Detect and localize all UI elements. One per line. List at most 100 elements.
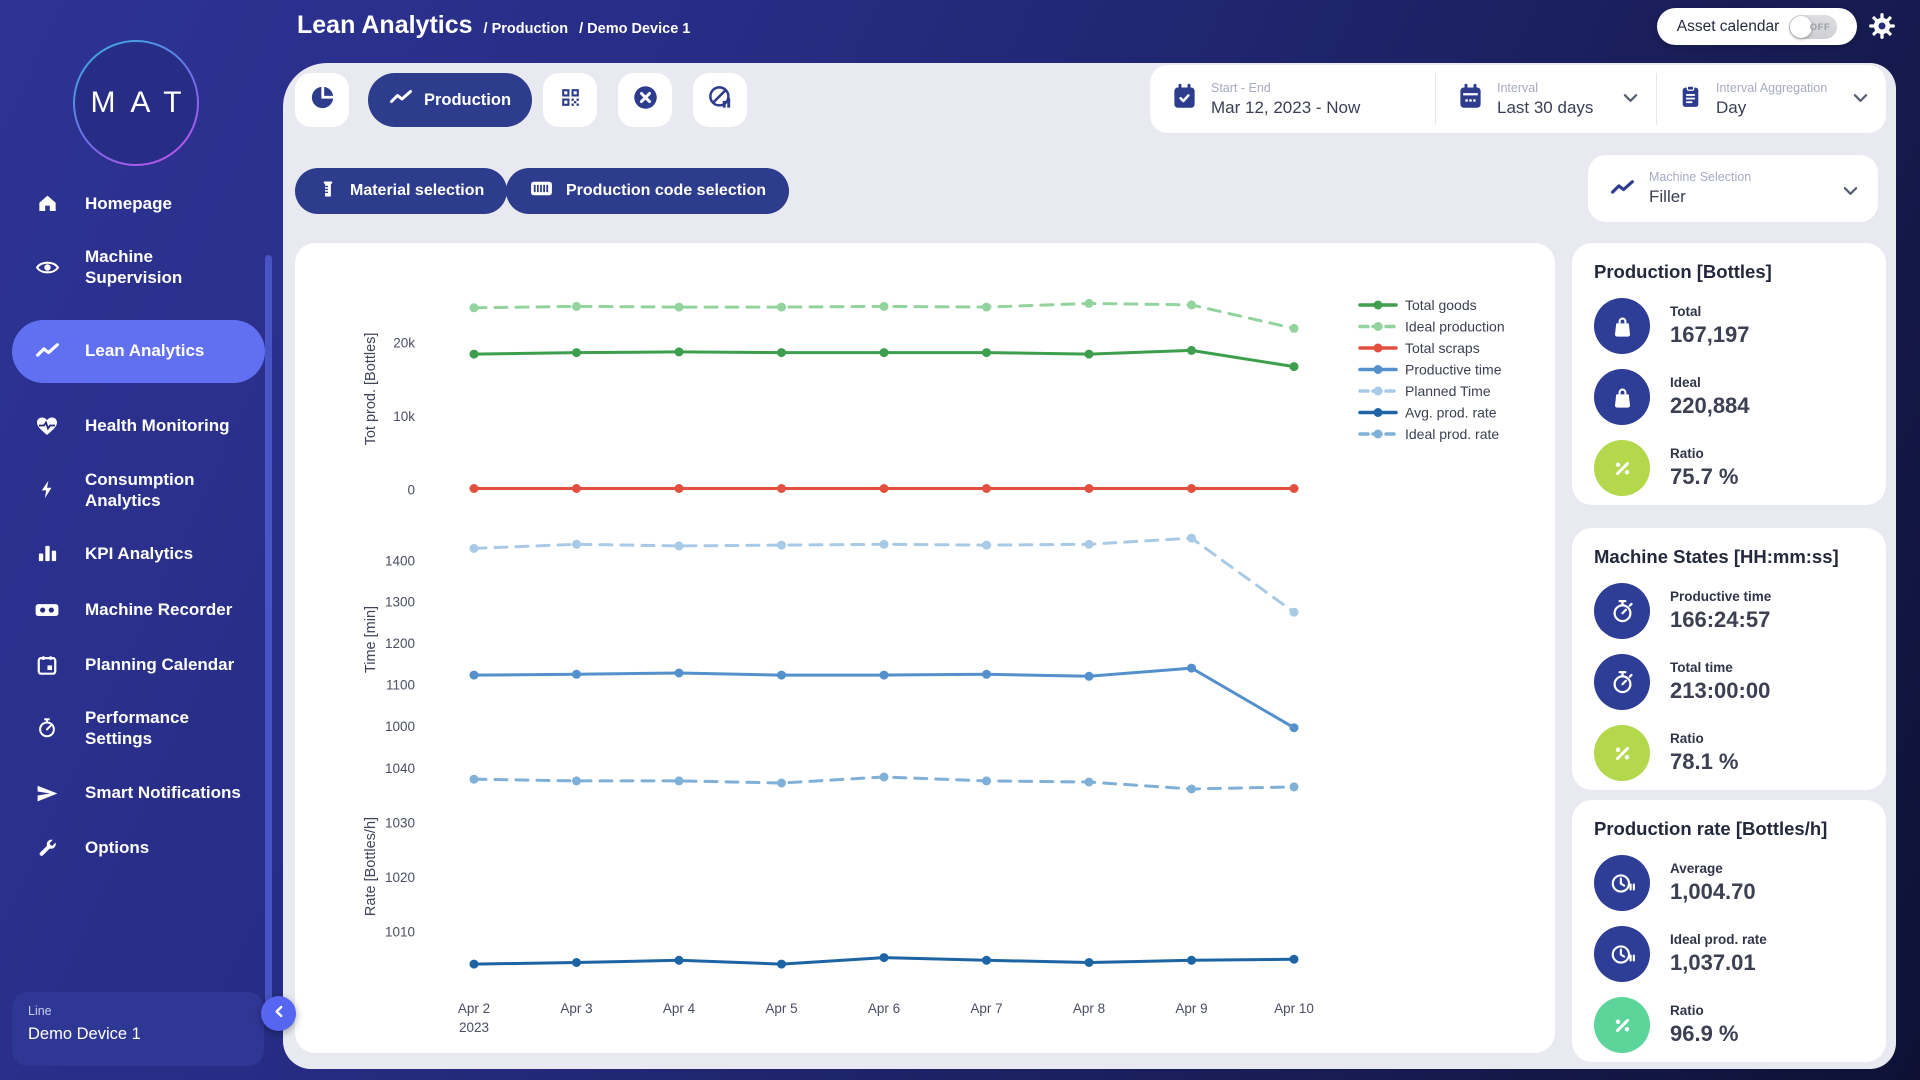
sidebar-item-label: Planning Calendar bbox=[85, 655, 235, 675]
chevron-down-icon[interactable] bbox=[1853, 90, 1868, 108]
svg-text:Tot prod. [Bottles]: Tot prod. [Bottles] bbox=[363, 333, 379, 446]
trend-line-icon bbox=[389, 86, 413, 115]
sidebar-item-lean-analytics[interactable]: Lean Analytics bbox=[12, 319, 265, 383]
interval-value: Last 30 days bbox=[1497, 97, 1594, 117]
tab-production-label: Production bbox=[423, 90, 512, 109]
chevron-down-icon[interactable] bbox=[1623, 90, 1638, 108]
tab-codes[interactable] bbox=[543, 73, 597, 127]
svg-text:Apr 10: Apr 10 bbox=[1274, 1001, 1314, 1016]
svg-text:0: 0 bbox=[407, 483, 415, 498]
production-line-chart[interactable]: Tot prod. [Bottles] 0 10k 20k Time [min] 1000… bbox=[295, 243, 1555, 1053]
wrench-icon bbox=[34, 837, 60, 859]
recorder-icon bbox=[34, 596, 60, 623]
brand-logo: MAT bbox=[73, 40, 199, 166]
toggle-state-label: OFF bbox=[1809, 21, 1831, 33]
sidebar-scrollbar[interactable] bbox=[265, 255, 272, 1003]
sidebar-item-label: Machine Supervision bbox=[85, 247, 183, 288]
sidebar-item-consumption-analytics[interactable]: Consumption Analytics bbox=[0, 469, 283, 512]
svg-text:Apr 7: Apr 7 bbox=[970, 1001, 1002, 1016]
percent-icon bbox=[1594, 725, 1650, 781]
no-stats-icon bbox=[707, 84, 734, 116]
machine-selection-select[interactable]: Machine Selection Filler bbox=[1588, 155, 1878, 222]
stat-label: Ideal bbox=[1670, 375, 1701, 390]
bar-chart-icon bbox=[34, 542, 60, 565]
sidebar-item-machine-supervision[interactable]: Machine Supervision bbox=[0, 246, 283, 289]
close-circle-icon bbox=[632, 84, 659, 116]
sidebar-item-label: Health Monitoring bbox=[85, 415, 230, 435]
svg-text:Time [min]: Time [min] bbox=[363, 606, 379, 673]
stat-label: Ratio bbox=[1670, 1003, 1704, 1018]
brand-logo-text: MAT bbox=[90, 86, 197, 119]
sidebar-item-performance-settings[interactable]: Performance Settings bbox=[0, 707, 283, 750]
sidebar-collapse-button[interactable] bbox=[261, 996, 296, 1031]
calendar-check-icon bbox=[1171, 83, 1198, 115]
svg-text:1030: 1030 bbox=[385, 815, 415, 830]
sidebar-item-planning-calendar[interactable]: Planning Calendar bbox=[0, 654, 283, 676]
sidebar-nav: Homepage Machine Supervision Lean Analyt… bbox=[0, 192, 283, 859]
stat-row: Ideal 220,884 bbox=[1594, 369, 1864, 425]
stat-row: Ideal prod. rate 1,037.01 bbox=[1594, 926, 1864, 982]
bag-icon bbox=[1594, 298, 1650, 354]
stopwatch-icon bbox=[1594, 583, 1650, 639]
stat-label: Ratio bbox=[1670, 731, 1704, 746]
tab-downtime[interactable] bbox=[693, 73, 747, 127]
stat-label: Productive time bbox=[1670, 589, 1772, 604]
pie-chart-icon bbox=[309, 84, 336, 116]
stat-value: 166:24:57 bbox=[1670, 607, 1771, 632]
divider bbox=[1656, 73, 1657, 125]
svg-text:Ideal production: Ideal production bbox=[1405, 319, 1505, 335]
clock-pause-icon bbox=[1594, 855, 1650, 911]
page-title: Lean Analytics bbox=[297, 11, 473, 39]
stat-row: Ratio 78.1 % bbox=[1594, 725, 1864, 781]
line-label: Line bbox=[28, 1004, 52, 1018]
tab-production[interactable]: Production bbox=[368, 73, 532, 127]
line-selector-card[interactable]: Line Demo Device 1 bbox=[12, 992, 264, 1066]
stopwatch-icon bbox=[1594, 654, 1650, 710]
production-code-selection-button[interactable]: Production code selection bbox=[506, 168, 790, 214]
stat-row: Productive time 166:24:57 bbox=[1594, 583, 1864, 639]
stat-value: 78.1 % bbox=[1670, 749, 1739, 774]
svg-text:Productive time: Productive time bbox=[1405, 362, 1502, 378]
aggregation-select[interactable]: Interval Aggregation Day bbox=[1657, 65, 1886, 133]
tab-rejects[interactable] bbox=[618, 73, 672, 127]
trend-line-icon bbox=[1610, 176, 1635, 201]
breadcrumb-production[interactable]: / Production bbox=[483, 21, 569, 37]
svg-text:1400: 1400 bbox=[385, 553, 415, 568]
stat-label: Total time bbox=[1670, 660, 1733, 675]
sidebar-item-label: Homepage bbox=[85, 193, 172, 213]
breadcrumb: Lean Analytics / Production / Demo Devic… bbox=[297, 11, 690, 40]
svg-text:Apr 9: Apr 9 bbox=[1175, 1001, 1207, 1016]
home-icon bbox=[34, 192, 60, 215]
sidebar-item-label: KPI Analytics bbox=[85, 543, 194, 563]
chevron-left-icon bbox=[274, 1005, 283, 1023]
sidebar-item-smart-notifications[interactable]: Smart Notifications bbox=[0, 781, 283, 806]
settings-button[interactable] bbox=[1868, 12, 1896, 45]
calendar-icon bbox=[1457, 83, 1484, 115]
percent-icon bbox=[1594, 997, 1650, 1053]
asset-calendar-switch[interactable]: OFF bbox=[1789, 14, 1838, 39]
sidebar-item-label: Machine Recorder bbox=[85, 599, 233, 619]
stat-value: 75.7 % bbox=[1670, 464, 1739, 489]
date-range-control[interactable]: Start - End Mar 12, 2023 - Now bbox=[1150, 65, 1435, 133]
sidebar-item-machine-recorder[interactable]: Machine Recorder bbox=[0, 596, 283, 623]
date-range-label: Start - End bbox=[1211, 80, 1271, 95]
sidebar-item-homepage[interactable]: Homepage bbox=[0, 192, 283, 215]
stat-value: 167,197 bbox=[1670, 322, 1750, 347]
sidebar-item-options[interactable]: Options bbox=[0, 837, 283, 859]
tab-overview[interactable] bbox=[295, 73, 349, 127]
stat-value: 1,004.70 bbox=[1670, 879, 1756, 904]
stat-label: Ideal prod. rate bbox=[1670, 932, 1767, 947]
interval-select[interactable]: Interval Last 30 days bbox=[1436, 65, 1656, 133]
asset-calendar-toggle[interactable]: Asset calendar OFF bbox=[1657, 8, 1857, 45]
sidebar-item-health-monitoring[interactable]: Health Monitoring bbox=[0, 414, 283, 438]
gauge-icon bbox=[34, 717, 60, 739]
svg-text:Planned Time: Planned Time bbox=[1405, 383, 1491, 399]
machine-selection-value: Filler bbox=[1649, 187, 1686, 206]
sidebar-item-label: Options bbox=[85, 837, 150, 857]
material-selection-button[interactable]: Material selection bbox=[295, 168, 508, 214]
breadcrumb-device[interactable]: / Demo Device 1 bbox=[579, 21, 691, 37]
production-rate-card: Production rate [Bottles/h] Average 1,00… bbox=[1572, 800, 1886, 1062]
sidebar-item-kpi-analytics[interactable]: KPI Analytics bbox=[0, 542, 283, 565]
clipboard-icon bbox=[1678, 84, 1703, 114]
chevron-down-icon[interactable] bbox=[1843, 183, 1858, 201]
